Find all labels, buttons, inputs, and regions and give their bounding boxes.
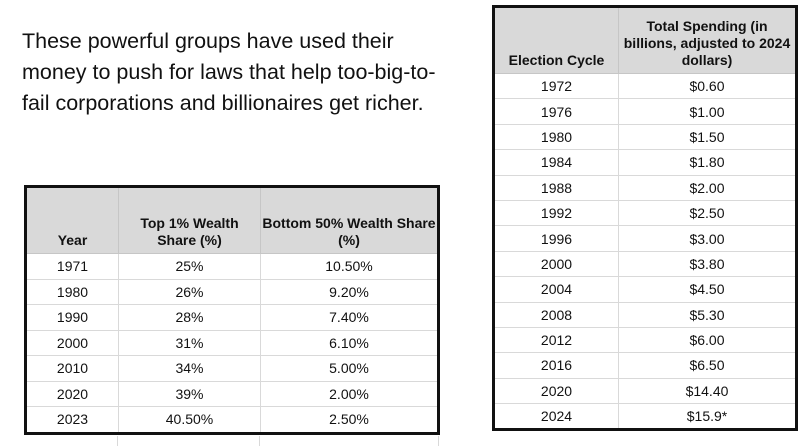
cell-election-cycle: 1972	[493, 72, 619, 100]
table-row: 2000 31% 6.10%	[25, 329, 439, 356]
cell-bottom-50-percent: 6.10%	[260, 329, 439, 356]
cell-top-1-percent: 25%	[118, 253, 261, 280]
cell-election-cycle: 1996	[493, 225, 619, 252]
cell-election-cycle: 1988	[493, 174, 619, 201]
cell-total-spending: $0.60	[618, 72, 797, 100]
table-row: 1971 25% 10.50%	[25, 253, 439, 280]
table-row: 2020 39% 2.00%	[25, 380, 439, 407]
cell-top-1-percent: 39%	[118, 380, 261, 407]
table-row: 2012 $6.00	[493, 326, 797, 354]
cell-total-spending: $6.00	[618, 326, 797, 354]
cell-bottom-50-percent: 10.50%	[260, 253, 439, 280]
header-row: Election Cycle Total Spending (in billion…	[493, 6, 797, 74]
table-row: 1980 $1.50	[493, 123, 797, 151]
cell-total-spending: $4.50	[618, 276, 797, 303]
cell-total-spending: $1.00	[618, 98, 797, 125]
table-row: 2023 40.50% 2.50%	[25, 406, 439, 434]
table-row: 1992 $2.50	[493, 199, 797, 227]
cell-election-cycle: 2024	[493, 403, 619, 431]
cell-election-cycle: 2008	[493, 301, 619, 328]
cell-total-spending: $5.30	[618, 301, 797, 328]
cell-election-cycle: 1976	[493, 98, 619, 125]
column-header-bottom-50-percent: Bottom 50% Wealth Share (%)	[260, 186, 439, 254]
cell-total-spending: $2.00	[618, 174, 797, 201]
cell-total-spending: $15.9*	[618, 403, 797, 431]
cell-top-1-percent: 26%	[118, 278, 261, 305]
cell-total-spending: $2.50	[618, 199, 797, 227]
cell-election-cycle: 2000	[493, 250, 619, 278]
cell-election-cycle: 1984	[493, 149, 619, 176]
cell-election-cycle: 2012	[493, 326, 619, 354]
cell-total-spending: $3.00	[618, 225, 797, 252]
cell-bottom-50-percent: 2.00%	[260, 380, 439, 407]
cell-top-1-percent: 40.50%	[118, 406, 261, 434]
cell-total-spending: $14.40	[618, 377, 797, 405]
cell-year: 2010	[25, 355, 119, 382]
grid-line	[259, 436, 260, 446]
table-row: 2016 $6.50	[493, 352, 797, 379]
table-row: 2020 $14.40	[493, 377, 797, 405]
cell-election-cycle: 2016	[493, 352, 619, 379]
column-header-election-cycle: Election Cycle	[493, 6, 619, 74]
grid-line	[438, 436, 439, 446]
cell-year: 1971	[25, 253, 119, 280]
cell-top-1-percent: 34%	[118, 355, 261, 382]
cell-bottom-50-percent: 2.50%	[260, 406, 439, 434]
cell-total-spending: $3.80	[618, 250, 797, 278]
table-row: 2008 $5.30	[493, 301, 797, 328]
cell-bottom-50-percent: 5.00%	[260, 355, 439, 382]
cell-year: 2020	[25, 380, 119, 407]
header-row: Year Top 1% Wealth Share (%) Bottom 50% We…	[25, 186, 439, 254]
column-header-total-spending: Total Spending (in billions, adjusted to…	[618, 6, 797, 74]
cell-top-1-percent: 31%	[118, 329, 261, 356]
grid-line	[117, 436, 118, 446]
column-header-year: Year	[25, 186, 119, 254]
table-row: 1980 26% 9.20%	[25, 278, 439, 305]
cell-total-spending: $6.50	[618, 352, 797, 379]
election-spending-table: Election Cycle Total Spending (in billion…	[492, 5, 798, 432]
table-row: 1990 28% 7.40%	[25, 304, 439, 331]
table-row: 1976 $1.00	[493, 98, 797, 125]
cell-election-cycle: 1992	[493, 199, 619, 227]
cell-total-spending: $1.50	[618, 123, 797, 151]
cell-bottom-50-percent: 7.40%	[260, 304, 439, 331]
table-row: 1984 $1.80	[493, 149, 797, 176]
cell-top-1-percent: 28%	[118, 304, 261, 331]
cell-bottom-50-percent: 9.20%	[260, 278, 439, 305]
wealth-share-table: Year Top 1% Wealth Share (%) Bottom 50% We…	[24, 185, 440, 435]
cell-election-cycle: 2020	[493, 377, 619, 405]
intro-paragraph: These powerful groups have used their mo…	[22, 29, 436, 115]
table-row: 2000 $3.80	[493, 250, 797, 278]
cell-year: 2023	[25, 406, 119, 434]
cell-election-cycle: 1980	[493, 123, 619, 151]
table-row: 1988 $2.00	[493, 174, 797, 201]
table-row: 1996 $3.00	[493, 225, 797, 252]
table-row: 2024 $15.9*	[493, 403, 797, 431]
table-row: 1972 $0.60	[493, 72, 797, 100]
table-row: 2010 34% 5.00%	[25, 355, 439, 382]
cell-total-spending: $1.80	[618, 149, 797, 176]
cell-year: 2000	[25, 329, 119, 356]
table-row: 2004 $4.50	[493, 276, 797, 303]
cell-year: 1980	[25, 278, 119, 305]
cell-election-cycle: 2004	[493, 276, 619, 303]
cell-year: 1990	[25, 304, 119, 331]
column-header-top-1-percent: Top 1% Wealth Share (%)	[118, 186, 261, 254]
